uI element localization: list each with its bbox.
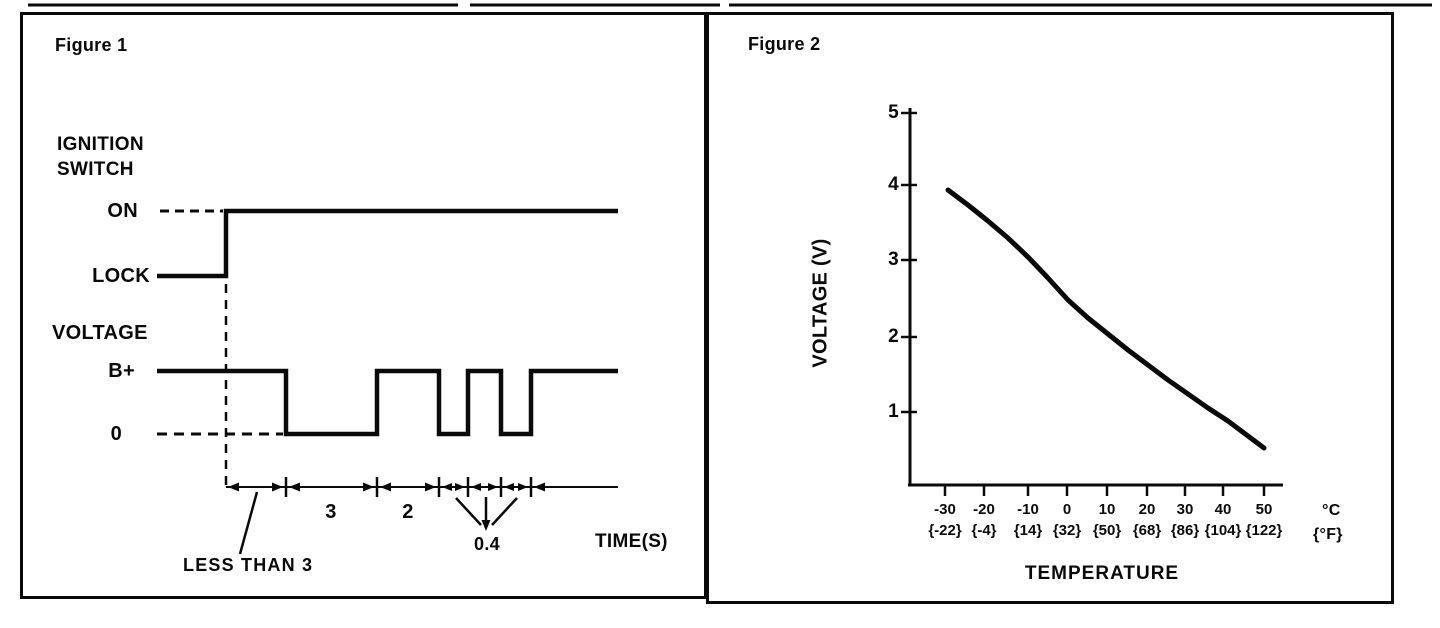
segment-label-2s: 2 bbox=[402, 501, 414, 523]
x-axis-title: TEMPERATURE bbox=[1024, 563, 1180, 584]
less-than-3-leader-line bbox=[238, 491, 259, 555]
callout-0-4 bbox=[455, 497, 518, 531]
dimension-arrowheads bbox=[228, 482, 545, 492]
celsius-unit-label: °C bbox=[1322, 502, 1341, 519]
x-tick-label-f-86: {86} bbox=[1170, 522, 1200, 539]
x-tick-label-c-minus10: -10 bbox=[1017, 501, 1039, 518]
time-axis-title: TIME(S) bbox=[595, 531, 668, 552]
thermistor-voltage-curve bbox=[945, 187, 1267, 451]
x-axis-ticks bbox=[943, 485, 1266, 496]
callout-0-4-slants bbox=[455, 497, 518, 526]
x-tick-label-f-minus22: {-22} bbox=[928, 522, 962, 539]
segment-label-0-4s: 0.4 bbox=[474, 534, 500, 554]
ignition-switch-label: IGNITION SWITCH bbox=[57, 132, 144, 182]
x-tick-label-f-122: {122} bbox=[1245, 522, 1283, 539]
x-tick-label-c-minus20: -20 bbox=[973, 501, 995, 518]
x-tick-label-f-minus4: {-4} bbox=[971, 522, 997, 539]
figure2-chart bbox=[901, 108, 1283, 496]
ignition-switch-trace bbox=[157, 208, 618, 279]
y-tick-label-4: 4 bbox=[888, 174, 899, 195]
ignition-switch-label-line1: IGNITION bbox=[57, 134, 144, 155]
figure1-time-axis bbox=[226, 477, 618, 497]
y-tick-label-2: 2 bbox=[888, 326, 899, 347]
figure2-title: Figure 2 bbox=[748, 34, 821, 54]
y-axis-ticks bbox=[901, 111, 917, 414]
x-tick-label-c-30: 30 bbox=[1176, 501, 1194, 518]
x-tick-label-c-10: 10 bbox=[1098, 501, 1116, 518]
zero-level-label: 0 bbox=[110, 423, 122, 445]
panel-borders bbox=[20, 12, 1394, 604]
ignition-switch-label-line2: SWITCH bbox=[57, 159, 134, 180]
time-axis-ticks bbox=[284, 477, 533, 497]
x-tick-label-f-68: {68} bbox=[1132, 522, 1162, 539]
segment-label-3s: 3 bbox=[325, 501, 337, 523]
figure1-border bbox=[20, 12, 707, 599]
x-tick-label-c-minus30: -30 bbox=[934, 501, 956, 518]
x-tick-label-f-32: {32} bbox=[1052, 522, 1082, 539]
lock-level-label: LOCK bbox=[92, 265, 150, 287]
figure1-timing-diagram bbox=[157, 208, 618, 555]
x-tick-label-f-104: {104} bbox=[1204, 522, 1242, 539]
segment-label-less-than-3: LESS THAN 3 bbox=[183, 555, 314, 575]
x-tick-label-c-50: 50 bbox=[1255, 501, 1273, 518]
y-tick-label-3: 3 bbox=[888, 249, 899, 270]
b-plus-level-label: B+ bbox=[108, 360, 135, 382]
figure2-border bbox=[706, 12, 1394, 604]
x-tick-label-f-50: {50} bbox=[1092, 522, 1122, 539]
x-tick-label-f-14: {14} bbox=[1013, 522, 1043, 539]
y-axis-title: VOLTAGE (V) bbox=[809, 238, 832, 368]
x-tick-label-c-20: 20 bbox=[1138, 501, 1156, 518]
figure1-title: Figure 1 bbox=[55, 35, 128, 55]
callout-0-4-arrowhead bbox=[481, 520, 491, 531]
x-tick-label-c-0: 0 bbox=[1062, 501, 1072, 518]
on-level-label: ON bbox=[107, 200, 138, 222]
fahrenheit-unit-label: {°F} bbox=[1313, 526, 1343, 543]
figure2-axes bbox=[901, 108, 1283, 496]
x-tick-label-c-40: 40 bbox=[1214, 501, 1232, 518]
voltage-section-label: VOLTAGE bbox=[52, 322, 148, 344]
voltage-trace bbox=[157, 368, 618, 437]
y-tick-label-5: 5 bbox=[888, 102, 899, 123]
y-tick-label-1: 1 bbox=[888, 401, 899, 422]
